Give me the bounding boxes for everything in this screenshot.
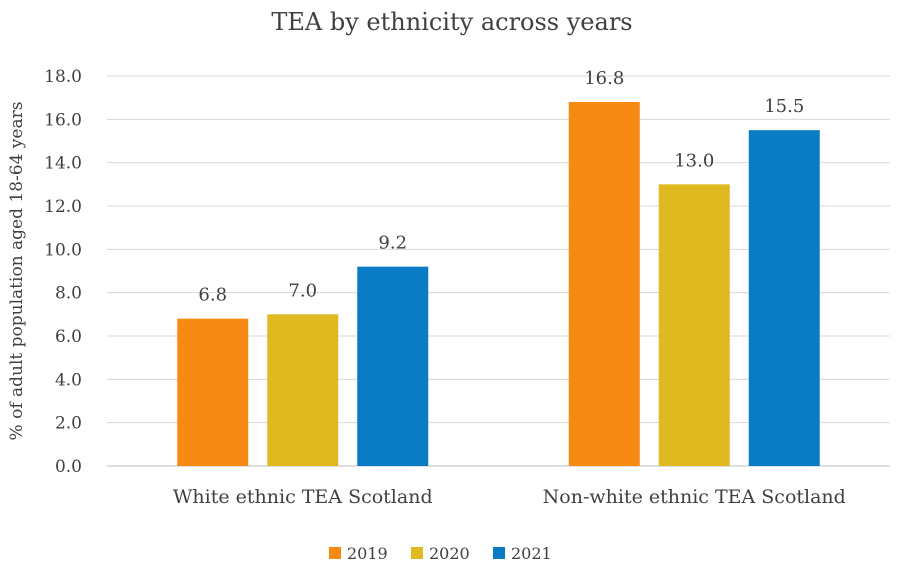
bar-2021-2 (748, 130, 820, 466)
x-category-label: Non-white ethnic TEA Scotland (543, 486, 846, 508)
y-tick-label: 2.0 (55, 414, 82, 434)
legend-label: 2020 (429, 544, 470, 563)
bar-2019-1 (177, 318, 249, 466)
legend-label: 2021 (511, 544, 552, 563)
bar-2021-1 (357, 266, 429, 466)
x-category-label: White ethnic TEA Scotland (173, 486, 433, 508)
y-tick-label: 12.0 (44, 197, 82, 217)
y-tick-label: 6.0 (55, 327, 82, 347)
data-label: 16.8 (584, 68, 624, 89)
legend-label: 2019 (347, 544, 388, 563)
y-tick-label: 8.0 (55, 284, 82, 304)
y-tick-label: 0.0 (55, 457, 82, 477)
data-label: 7.0 (288, 280, 317, 301)
y-tick-label: 16.0 (44, 110, 82, 130)
chart-title: TEA by ethnicity across years (271, 8, 633, 36)
y-tick-label: 14.0 (44, 154, 82, 174)
bar-2020-1 (267, 314, 339, 466)
y-axis-title: % of adult population aged 18-64 years (7, 102, 27, 441)
legend-swatch-2020 (411, 547, 423, 559)
data-label: 6.8 (198, 285, 227, 306)
data-label: 13.0 (674, 150, 714, 171)
y-tick-label: 10.0 (44, 240, 82, 260)
data-label: 15.5 (764, 96, 804, 117)
y-tick-label: 18.0 (44, 67, 82, 87)
legend-swatch-2021 (493, 547, 505, 559)
bar-2020-2 (658, 184, 730, 467)
data-label: 9.2 (378, 233, 407, 254)
bar-2019-2 (568, 102, 640, 466)
y-tick-label: 4.0 (55, 370, 82, 390)
legend-swatch-2019 (329, 547, 341, 559)
